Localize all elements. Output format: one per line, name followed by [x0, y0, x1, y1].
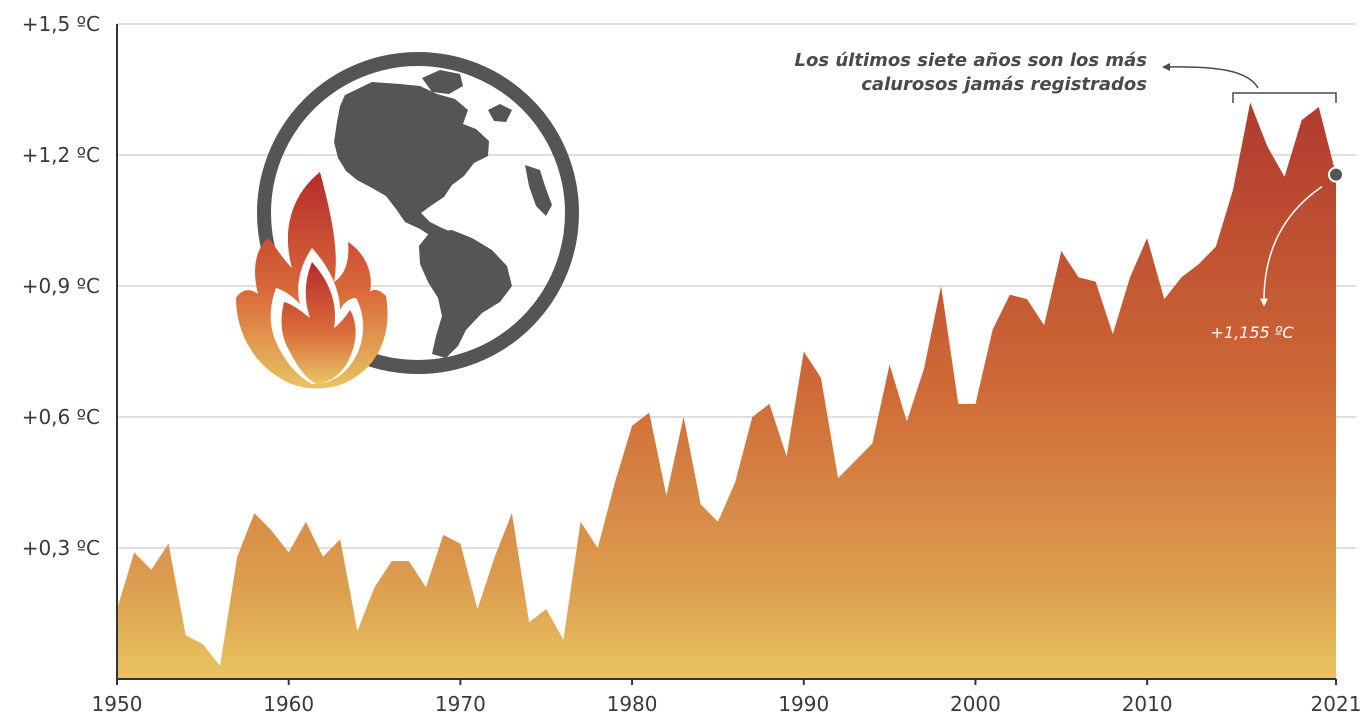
- y-tick-label: +1,2 ºC: [22, 143, 100, 167]
- x-tick-label: 2010: [1122, 692, 1173, 716]
- record-annotation-line1: Los últimos siete años son los más: [795, 50, 1148, 71]
- y-tick-label: +0,6 ºC: [22, 405, 100, 429]
- record-annotation-arrow: [1165, 66, 1259, 89]
- last-value-arrowhead: [1260, 298, 1268, 307]
- x-tick-label: 1970: [435, 692, 486, 716]
- last-value-marker: [1328, 166, 1344, 183]
- x-tick-label: 2000: [950, 692, 1001, 716]
- bracket-line: [1232, 92, 1337, 103]
- y-tick-label: +0,3 ºC: [22, 536, 100, 560]
- x-axis-ticks: 1950 1960 1970 1980 1990 2000 2010 2021: [92, 679, 1362, 716]
- last-value-label: +1,155 ºC: [1210, 323, 1294, 342]
- x-tick-label: 1960: [263, 692, 314, 716]
- y-tick-label: +1,5 ºC: [22, 12, 100, 36]
- y-tick-label: +0,9 ºC: [22, 274, 100, 298]
- x-tick-label: 1980: [607, 692, 658, 716]
- record-years-bracket: [1232, 92, 1337, 103]
- record-annotation-arrowhead: [1162, 63, 1170, 71]
- last-value-arrow: [1263, 186, 1323, 301]
- x-tick-label: 1950: [92, 692, 143, 716]
- x-tick-label: 1990: [778, 692, 829, 716]
- earth-globe-icon: [257, 52, 579, 374]
- y-axis-ticks: +0,3 ºC +0,6 ºC +0,9 ºC +1,2 ºC +1,5 ºC: [22, 12, 100, 560]
- temperature-area-series: [117, 102, 1336, 680]
- flame-icon: [236, 172, 388, 389]
- x-tick-label: 2021: [1311, 692, 1362, 716]
- record-annotation-line2: calurosos jamás registrados: [861, 74, 1147, 95]
